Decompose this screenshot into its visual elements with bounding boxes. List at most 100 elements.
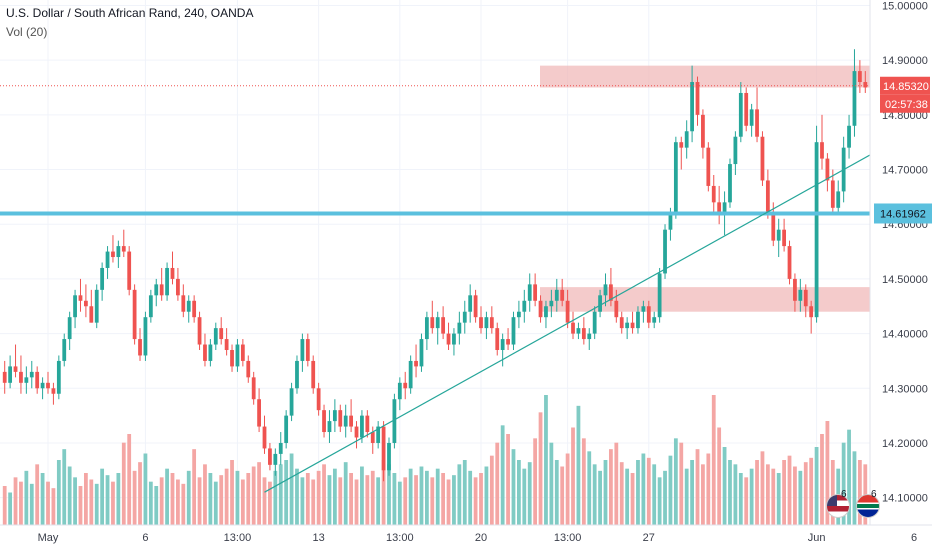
candle-body (392, 399, 397, 443)
candle-body (67, 317, 72, 340)
x-tick-label: 20 (475, 532, 487, 544)
volume-bar (300, 477, 305, 525)
candle-body (527, 284, 532, 301)
candle-body (554, 289, 559, 301)
candle-body (230, 350, 234, 367)
volume-bar (852, 451, 857, 525)
candle-body (100, 267, 105, 290)
x-tick-label: 27 (643, 532, 655, 544)
candle-body (500, 339, 505, 350)
volume-bar (646, 457, 651, 525)
volume-bar (424, 470, 429, 525)
volume-bar (755, 460, 759, 525)
y-tick-label: 14.30000 (882, 383, 928, 395)
za-flag-icon[interactable] (856, 494, 880, 518)
candle-body (365, 415, 370, 433)
volume-bar (111, 481, 115, 525)
candle-body (787, 246, 792, 279)
volume-bar (625, 468, 630, 525)
candle-body (132, 289, 137, 340)
volume-bar (452, 475, 456, 525)
candle-body (857, 71, 862, 83)
x-axis[interactable]: May 6 13:00 13 13:00 20 13:00 27 Jun 6 (0, 524, 932, 550)
candle-body (273, 453, 278, 465)
volume-bar (820, 434, 824, 525)
volume-bar (695, 449, 700, 525)
volume-bar (587, 451, 592, 525)
candle-body (549, 300, 554, 307)
candle-body (349, 415, 354, 427)
volume-bar (170, 473, 175, 525)
volume-bar (295, 468, 299, 525)
candle-body (430, 317, 435, 329)
volume-bar (473, 477, 478, 525)
us-flag-icon[interactable] (826, 494, 850, 518)
candle-body (446, 333, 451, 345)
volume-bar (246, 473, 251, 525)
resistance-zone (540, 65, 870, 88)
volume-bar (549, 442, 554, 525)
volume-bar (354, 479, 359, 525)
candle-body (489, 317, 494, 329)
candle-body (462, 311, 467, 323)
volume-bar (511, 449, 516, 525)
candle-body (733, 136, 738, 165)
candle-body (213, 328, 218, 345)
volume-bar (527, 462, 532, 525)
volume-bar (370, 470, 375, 525)
candle-body (652, 317, 657, 323)
volume-bar (349, 473, 354, 525)
volume-bar (165, 468, 169, 525)
volume-bar (78, 486, 83, 525)
candle-body (728, 164, 732, 203)
x-tick-label: 6 (911, 532, 917, 544)
volume-bar (235, 470, 240, 525)
volume-bar (782, 460, 787, 525)
candle-body (381, 426, 386, 471)
volume-bar (186, 470, 191, 525)
volume-bar (208, 473, 213, 525)
volume-bar (224, 468, 229, 525)
volume-indicator-label[interactable]: Vol (20) (6, 25, 48, 39)
candle-body (332, 410, 337, 422)
volume-bar (397, 481, 402, 525)
candle-body (148, 295, 153, 318)
support-zone (540, 287, 870, 312)
volume-bar (278, 464, 283, 525)
x-tick-label: May (38, 532, 59, 544)
candle-body (668, 213, 673, 230)
candle-body (284, 415, 289, 443)
x-tick-label: 13:00 (224, 532, 252, 544)
candle-body (619, 317, 624, 329)
candle-body (268, 448, 272, 465)
volume-bar (684, 468, 689, 525)
candle-body (176, 278, 180, 296)
y-tick-label: 14.50000 (882, 274, 928, 286)
candle-body (847, 125, 851, 148)
volume-bar (273, 470, 278, 525)
volume-bar (268, 481, 272, 525)
symbol-title[interactable]: U.S. Dollar / South African Rand, 240, O… (6, 6, 254, 20)
candle-body (760, 136, 765, 181)
volume-bar (522, 468, 527, 525)
volume-bar (316, 470, 321, 525)
volume-bar (176, 479, 180, 525)
candle-body (19, 371, 23, 383)
candle-body (452, 333, 456, 345)
volume-bar (538, 412, 543, 525)
support-price-badge (874, 203, 932, 224)
volume-bar (484, 466, 489, 525)
candle-body (154, 284, 159, 296)
candle-body (322, 410, 326, 433)
candle-body (690, 82, 694, 132)
price-badges: 14.85320 02:57:38 14.61962 (874, 76, 932, 224)
volume-bar (738, 473, 743, 525)
candle-body (311, 360, 316, 389)
volume-bar (181, 483, 186, 525)
candle-body (538, 300, 543, 318)
volume-bar (847, 429, 851, 525)
candle-body (657, 273, 662, 318)
volume-bar (641, 453, 646, 525)
y-tick-label: 15.00000 (882, 0, 928, 12)
